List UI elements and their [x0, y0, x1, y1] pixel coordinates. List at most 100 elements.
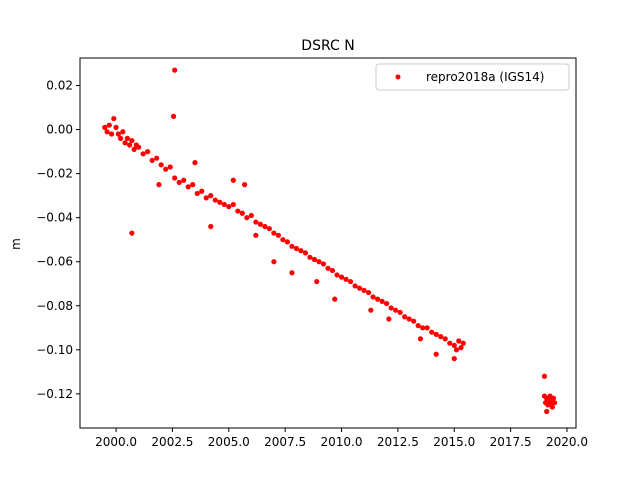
data-point: [332, 296, 338, 302]
data-point: [393, 307, 399, 313]
data-point: [257, 221, 263, 227]
data-point: [122, 140, 128, 146]
x-tick-label: 2005.0: [208, 435, 250, 449]
x-tick-label: 2012.5: [377, 435, 419, 449]
x-tick-label: 2002.5: [151, 435, 193, 449]
legend-marker: [395, 74, 401, 80]
x-tick-label: 2017.5: [490, 435, 532, 449]
data-point: [356, 285, 363, 291]
data-point: [365, 289, 372, 296]
data-point: [102, 124, 108, 130]
data-point: [262, 223, 268, 230]
data-point: [460, 340, 466, 346]
legend: repro2018a (IGS14): [375, 63, 570, 91]
data-point: [402, 314, 408, 320]
data-point: [347, 278, 354, 285]
data-point: [386, 316, 392, 322]
x-tick-label: 2020.0: [546, 435, 588, 449]
x-tick-label: 2007.5: [264, 435, 306, 449]
data-point: [145, 149, 151, 155]
data-point: [384, 300, 390, 307]
x-tick-label: 2010.0: [321, 435, 363, 449]
x-tick-label: 2000.0: [95, 435, 137, 449]
data-point: [106, 122, 112, 128]
y-tick-label: 0.00: [46, 123, 73, 137]
data-point: [181, 177, 187, 183]
data-point: [406, 316, 412, 322]
y-tick-label: −0.08: [36, 299, 73, 313]
data-point: [343, 276, 349, 282]
data-point: [411, 318, 417, 324]
chart-title: DSRC N: [301, 38, 354, 54]
data-point: [550, 395, 557, 401]
data-point: [329, 267, 336, 274]
y-tick-label: −0.12: [36, 387, 73, 401]
data-point: [203, 195, 209, 201]
legend-label: repro2018a (IGS14): [426, 70, 544, 84]
data-point: [549, 404, 555, 410]
data-point: [417, 336, 424, 342]
data-point: [302, 250, 309, 256]
data-point: [167, 164, 173, 170]
data-point: [311, 256, 318, 263]
data-point: [271, 259, 277, 265]
data-point: [442, 336, 448, 342]
data-point: [127, 142, 133, 148]
data-point: [163, 166, 169, 172]
data-point: [266, 226, 272, 232]
data-point: [293, 245, 300, 252]
data-point: [190, 182, 196, 188]
data-point: [320, 261, 327, 267]
data-point: [230, 177, 236, 183]
data-point: [388, 305, 394, 311]
data-point: [124, 135, 130, 141]
data-point: [115, 131, 121, 137]
data-point: [244, 215, 250, 221]
data-point: [361, 287, 367, 293]
data-point: [217, 199, 223, 205]
data-point: [453, 347, 460, 353]
data-point: [289, 243, 295, 249]
data-point: [111, 115, 117, 122]
data-point: [156, 182, 162, 188]
data-point: [117, 135, 124, 141]
data-point: [415, 322, 421, 329]
data-point: [334, 272, 340, 278]
data-point: [194, 190, 200, 197]
y-tick-label: −0.06: [36, 255, 73, 269]
data-point: [316, 259, 322, 265]
legend-box: [375, 63, 570, 91]
data-point: [451, 356, 457, 362]
data-point: [541, 373, 548, 379]
data-point: [212, 197, 218, 203]
data-point: [108, 131, 115, 137]
data-point: [129, 230, 135, 236]
data-point: [429, 329, 435, 335]
data-point: [438, 334, 444, 340]
data-point: [253, 232, 259, 238]
data-point: [199, 188, 205, 194]
data-point: [154, 155, 160, 161]
data-point: [424, 325, 430, 331]
data-point: [338, 274, 345, 280]
data-point: [131, 146, 137, 152]
data-point: [248, 212, 254, 219]
data-point: [458, 345, 464, 351]
data-point: [104, 129, 110, 135]
data-point: [176, 179, 182, 186]
data-point: [433, 351, 439, 357]
data-point: [284, 239, 291, 245]
data-point: [170, 113, 177, 119]
data-point: [208, 223, 214, 230]
data-point: [221, 201, 227, 208]
y-tick-label: −0.10: [36, 343, 73, 357]
data-point: [140, 151, 146, 157]
data-point: [379, 298, 385, 304]
data-point: [271, 230, 277, 236]
data-point: [136, 144, 142, 150]
data-points: [102, 67, 558, 415]
data-point: [298, 248, 304, 254]
y-tick-label: 0.02: [46, 79, 73, 93]
data-point: [456, 338, 462, 344]
